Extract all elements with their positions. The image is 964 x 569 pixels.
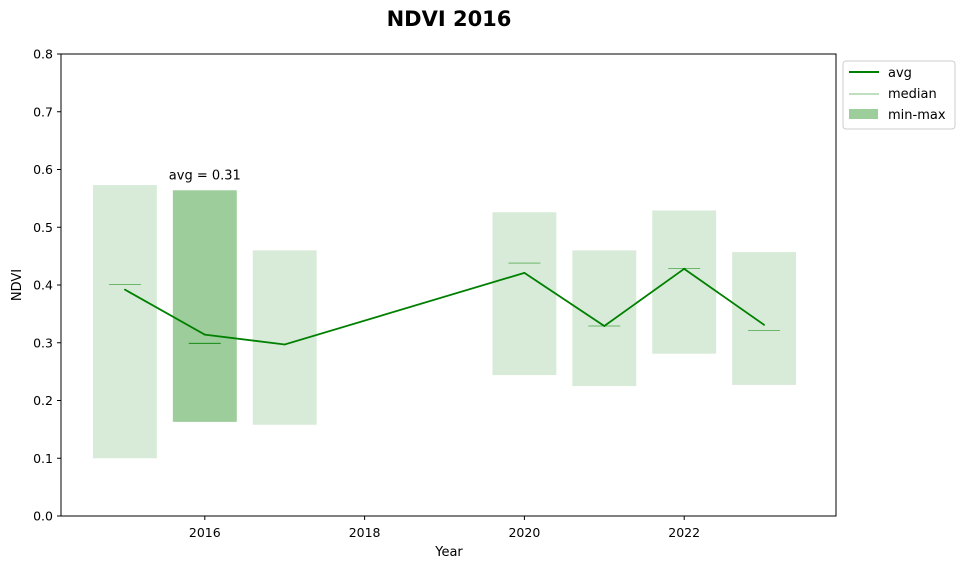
y-tick-label-5: 0.5 bbox=[33, 220, 53, 235]
x-axis-title: Year bbox=[434, 545, 463, 560]
y-tick-label-6: 0.6 bbox=[33, 162, 53, 177]
x-tick-label-2016: 2016 bbox=[189, 525, 221, 540]
minmax-bar-2022 bbox=[652, 210, 717, 354]
y-tick-label-3: 0.3 bbox=[33, 335, 53, 350]
x-tick-label-2020: 2020 bbox=[508, 525, 540, 540]
legend-minmax-swatch bbox=[849, 109, 878, 119]
y-tick-label-8: 0.8 bbox=[33, 47, 53, 62]
avg-point-2015 bbox=[124, 288, 126, 291]
avg-point-2022 bbox=[683, 267, 686, 270]
legend: avg median min-max bbox=[842, 60, 956, 130]
legend-avg-label: avg bbox=[888, 66, 912, 81]
minmax-bar-2020 bbox=[492, 212, 557, 376]
x-tick-label-2022: 2022 bbox=[668, 525, 700, 540]
avg-point-2021 bbox=[603, 325, 606, 327]
y-tick-label-7: 0.7 bbox=[33, 104, 53, 119]
avg-point-2020 bbox=[523, 271, 526, 274]
minmax-bar-2023 bbox=[732, 252, 797, 385]
legend-minmax-label: min-max bbox=[888, 108, 946, 123]
y-tick-label-1: 0.1 bbox=[33, 451, 53, 466]
y-tick-label-0: 0.0 bbox=[33, 509, 53, 524]
chart-title: NDVI 2016 bbox=[387, 7, 512, 31]
y-tick-label-4: 0.4 bbox=[33, 278, 53, 293]
avg-annotation: avg = 0.31 bbox=[169, 168, 241, 183]
minmax-bar-2015 bbox=[92, 185, 157, 459]
minmax-bar-2016 bbox=[172, 190, 237, 422]
minmax-bar-2021 bbox=[572, 250, 637, 387]
legend-median-label: median bbox=[888, 87, 937, 102]
avg-point-2017 bbox=[283, 343, 286, 346]
x-tick-label-2018: 2018 bbox=[349, 525, 381, 540]
y-tick-label-2: 0.2 bbox=[33, 393, 53, 408]
plot-area: avg = 0.31 2016 2018 2020 2022 0.0 0.1 0.2 0.3 0.… bbox=[33, 47, 837, 540]
y-axis-title: NDVI bbox=[10, 269, 25, 301]
avg-point-2023 bbox=[763, 323, 765, 326]
avg-point-2016 bbox=[203, 333, 206, 336]
